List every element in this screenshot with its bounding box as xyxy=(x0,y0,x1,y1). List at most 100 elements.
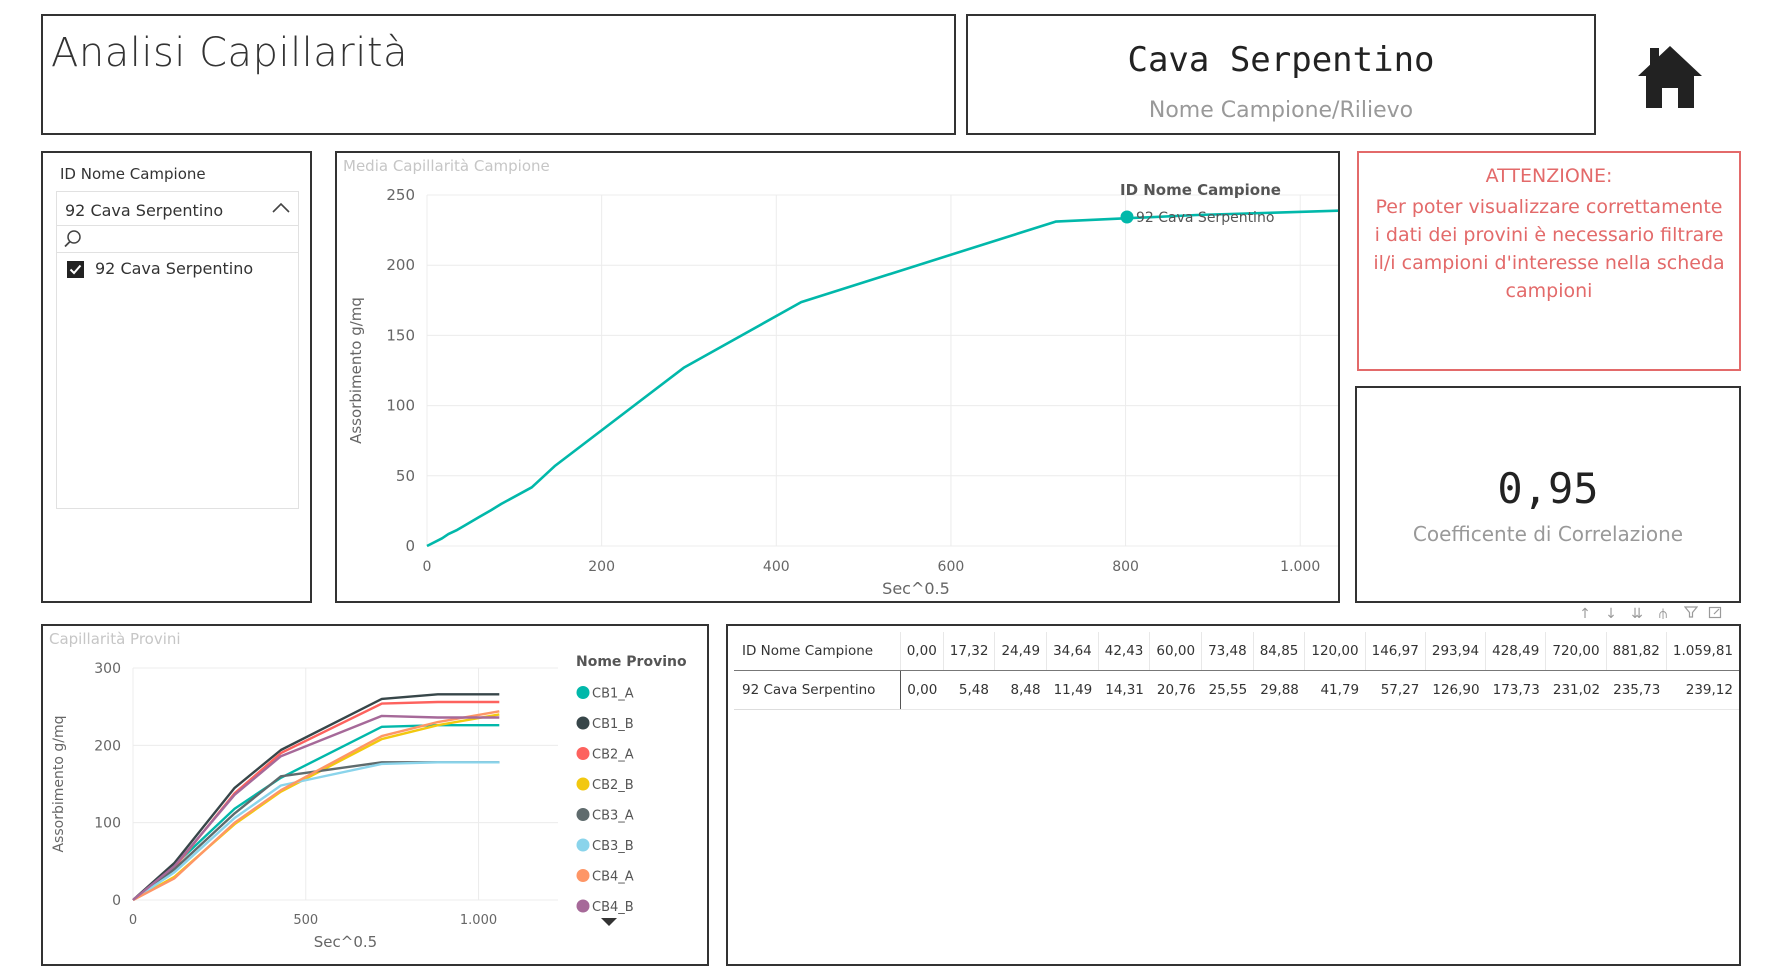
slicer-item-label: 92 Cava Serpentino xyxy=(95,259,254,278)
y-tick-label: 300 xyxy=(94,661,121,677)
filter-icon[interactable] xyxy=(1682,605,1700,623)
table-column-header[interactable]: 293,94 xyxy=(1424,632,1486,671)
series-line-cb3-b xyxy=(132,761,500,901)
focus-mode-icon[interactable] xyxy=(1706,605,1724,623)
table-column-header[interactable]: 146,97 xyxy=(1364,632,1426,671)
y-axis-title: Assorbimento g/mq xyxy=(347,297,365,444)
x-tick-label: 400 xyxy=(763,559,790,575)
legend-item: CB3_B xyxy=(592,839,634,854)
y-axis-title: Assorbimento g/mq xyxy=(51,715,67,852)
table-column-header[interactable]: 428,49 xyxy=(1485,632,1546,671)
legend-item: CB4_A xyxy=(592,870,634,885)
x-tick-label: 200 xyxy=(588,559,615,575)
y-tick-label: 50 xyxy=(396,467,415,485)
expand-hierarchy-icon[interactable]: ⫛ xyxy=(1658,606,1668,622)
table-header-row: ID Nome Campione 0,00 17,32 24,49 34,64 42,4… xyxy=(734,632,1739,671)
home-button[interactable] xyxy=(1638,44,1702,110)
chart-title: Media Capillarità Campione xyxy=(343,157,550,175)
x-tick-label: 1.000 xyxy=(1280,559,1320,575)
table-cell: 57,27 xyxy=(1365,670,1426,710)
chevron-up-icon[interactable] xyxy=(270,198,292,218)
sample-card: Cava Serpentino Nome Campione/Rilievo xyxy=(966,14,1596,135)
table-column-header[interactable]: 34,64 xyxy=(1046,632,1099,671)
table-column-header[interactable]: 0,00 xyxy=(899,632,944,671)
table-cell: 0,00 xyxy=(900,670,944,710)
warning-text: Per poter visualizzare correttamente i d… xyxy=(1373,196,1725,302)
legend-title: Nome Provino xyxy=(576,654,687,670)
legend-marker xyxy=(576,899,590,913)
specimen-capillarity-chart: Capillarità Provini 0 100 200 300 0 500 1.000 S… xyxy=(41,624,709,966)
x-tick-label: 500 xyxy=(293,913,318,928)
search-icon xyxy=(64,230,81,248)
y-tick-label: 0 xyxy=(405,537,415,555)
legend-item: CB1_B xyxy=(592,717,634,732)
series-line-cb1-b xyxy=(132,693,500,901)
main-chart-svg: 0 50 100 150 200 250 0 200 400 600 800 1.000 Sec^0.5… xyxy=(347,181,1338,598)
table-cell: 126,90 xyxy=(1425,670,1486,710)
kpi-label: Coefficente di Correlazione xyxy=(1412,522,1684,546)
y-tick-label: 0 xyxy=(112,893,121,909)
legend-marker xyxy=(576,838,590,852)
table-column-header[interactable]: 120,00 xyxy=(1304,632,1366,671)
x-tick-label: 600 xyxy=(938,559,965,575)
warning-title: ATTENZIONE: xyxy=(1485,165,1613,187)
average-capillarity-chart: Media Capillarità Campione 0 50 100 150 200 2… xyxy=(335,151,1340,603)
legend-scroll-down-icon[interactable] xyxy=(601,918,617,926)
legend-item: CB2_B xyxy=(592,778,634,793)
table-cell: 41,79 xyxy=(1304,670,1366,710)
table-header-label[interactable]: ID Nome Campione xyxy=(734,632,901,671)
table-cell: 5,48 xyxy=(943,670,995,710)
slicer-search-input[interactable] xyxy=(57,226,298,253)
legend-marker xyxy=(576,716,590,730)
y-tick-label: 250 xyxy=(386,186,415,204)
data-table: ID Nome Campione 0,00 17,32 24,49 34,64 42,4… xyxy=(734,632,1739,710)
table-cell: 29,88 xyxy=(1253,670,1305,710)
sort-down-icon[interactable]: ↓ xyxy=(1605,606,1617,622)
y-tick-label: 200 xyxy=(386,256,415,274)
table-cell: 235,73 xyxy=(1606,670,1667,710)
table-cell: 25,55 xyxy=(1201,670,1254,710)
x-axis-title: Sec^0.5 xyxy=(314,933,377,951)
table-column-header[interactable]: 73,48 xyxy=(1201,632,1254,671)
checkbox-checked-icon[interactable] xyxy=(67,261,84,278)
table-cell: 173,73 xyxy=(1485,670,1546,710)
legend-marker xyxy=(1120,210,1134,224)
correlation-card: 0,95 Coefficente di Correlazione xyxy=(1355,386,1741,603)
kpi-value: 0,95 xyxy=(1497,464,1599,513)
x-tick-label: 0 xyxy=(423,559,432,575)
warning-panel: ATTENZIONE: Per poter visualizzare corre… xyxy=(1357,151,1741,371)
table-cell: 20,76 xyxy=(1149,670,1202,710)
table-cell: 239,12 xyxy=(1666,670,1739,710)
table-column-header[interactable]: 42,43 xyxy=(1097,632,1150,671)
table-cell: 8,48 xyxy=(994,670,1047,710)
series-line-cb4-a xyxy=(132,710,500,902)
data-table-panel: ID Nome Campione 0,00 17,32 24,49 34,64 42,4… xyxy=(726,624,1741,966)
legend-item: CB1_A xyxy=(592,687,634,702)
legend-marker xyxy=(576,777,590,791)
x-tick-label: 0 xyxy=(129,913,137,928)
table-cell: 14,31 xyxy=(1098,670,1150,710)
sort-up-icon[interactable]: ↑ xyxy=(1579,606,1591,622)
table-row-label: 92 Cava Serpentino xyxy=(734,670,901,710)
table-cell: 231,02 xyxy=(1545,670,1607,710)
y-tick-label: 150 xyxy=(386,326,415,344)
y-tick-label: 200 xyxy=(94,738,121,754)
card-title: Cava Serpentino xyxy=(1127,40,1435,80)
table-column-header[interactable]: 84,85 xyxy=(1252,632,1305,671)
legend-item: 92 Cava Serpentino xyxy=(1136,210,1274,226)
x-tick-label: 800 xyxy=(1112,559,1139,575)
legend-title: ID Nome Campione xyxy=(1120,181,1281,199)
drill-down-icon[interactable]: ⇊ xyxy=(1631,606,1643,622)
table-column-header[interactable]: 881,82 xyxy=(1605,632,1667,671)
slicer-dropdown[interactable]: 92 Cava Serpentino xyxy=(57,192,298,226)
slicer-panel: 92 Cava Serpentino 92 Cava Serpentino xyxy=(56,191,299,509)
sample-slicer: ID Nome Campione 92 Cava Serpentino 92 C… xyxy=(41,151,312,603)
table-column-header[interactable]: 1.059,81 xyxy=(1665,632,1739,671)
table-column-header[interactable]: 60,00 xyxy=(1149,632,1202,671)
table-column-header[interactable]: 17,32 xyxy=(942,632,995,671)
table-column-header[interactable]: 720,00 xyxy=(1545,632,1607,671)
legend-marker xyxy=(576,747,590,760)
legend-marker xyxy=(576,808,590,821)
page-title: Analisi Capillarità xyxy=(51,30,409,76)
table-column-header[interactable]: 24,49 xyxy=(994,632,1047,671)
